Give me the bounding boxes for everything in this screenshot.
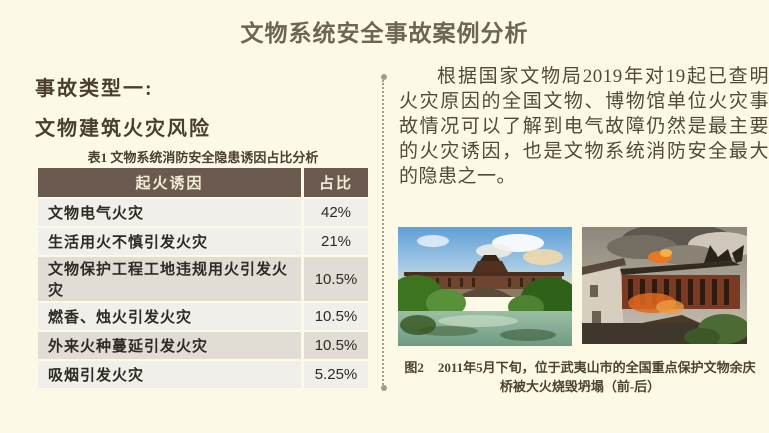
page-title: 文物系统安全事故案例分析 — [240, 20, 529, 46]
figure-photos — [398, 227, 747, 346]
cause-cell: 燃香、烛火引发火灾 — [38, 303, 301, 330]
divider-bottom-dot — [381, 385, 387, 391]
fire-cause-table: 起火诱因 占比 文物电气火灾 42% 生活用火不慎引发火灾 21% 文物保护工程… — [38, 166, 368, 390]
table-header-row: 起火诱因 占比 — [38, 168, 368, 197]
fire-risk-heading: 文物建筑火灾风险 — [35, 118, 211, 140]
vertical-dotted-divider — [381, 74, 387, 391]
cause-cell: 外来火种蔓延引发火灾 — [38, 332, 301, 359]
table-row: 生活用火不慎引发火灾 21% — [38, 228, 368, 255]
cause-cell: 文物电气火灾 — [38, 199, 301, 226]
figure-caption: 图2 2011年5月下旬，位于武夷山市的全国重点保护文物余庆桥被大火烧毁坍塌（前-… — [402, 358, 758, 396]
table-row: 燃香、烛火引发火灾 10.5% — [38, 303, 368, 330]
figure-label: 图2 — [404, 360, 424, 375]
table-row: 吸烟引发火灾 5.25% — [38, 361, 368, 388]
accident-type-heading: 事故类型一: — [35, 78, 154, 100]
cause-cell: 文物保护工程工地违规用火引发火灾 — [38, 257, 301, 301]
bridge-after-fire-photo — [582, 227, 747, 344]
bridge-before-fire-photo — [398, 227, 572, 346]
pct-cell: 10.5% — [301, 303, 368, 330]
table-row: 文物电气火灾 42% — [38, 199, 368, 226]
analysis-paragraph: 根据国家文物局2019年对19起已查明火灾原因的全国文物、博物馆单位火灾事故情况… — [399, 66, 769, 187]
cause-cell: 吸烟引发火灾 — [38, 361, 301, 388]
pct-cell: 10.5% — [301, 332, 368, 359]
table-title: 表1 文物系统消防安全隐患诱因占比分析 — [87, 150, 319, 165]
pct-cell: 21% — [301, 228, 368, 255]
column-header-pct: 占比 — [301, 168, 368, 197]
pct-cell: 5.25% — [301, 361, 368, 388]
divider-top-dot — [381, 74, 387, 80]
column-header-cause: 起火诱因 — [38, 168, 301, 197]
pct-cell: 10.5% — [301, 257, 368, 301]
table-row: 外来火种蔓延引发火灾 10.5% — [38, 332, 368, 359]
table-row: 文物保护工程工地违规用火引发火灾 10.5% — [38, 257, 368, 301]
cause-cell: 生活用火不慎引发火灾 — [38, 228, 301, 255]
pct-cell: 42% — [301, 199, 368, 226]
figure-caption-text: 2011年5月下旬，位于武夷山市的全国重点保护文物余庆桥被大火烧毁坍塌（前-后） — [437, 360, 756, 394]
